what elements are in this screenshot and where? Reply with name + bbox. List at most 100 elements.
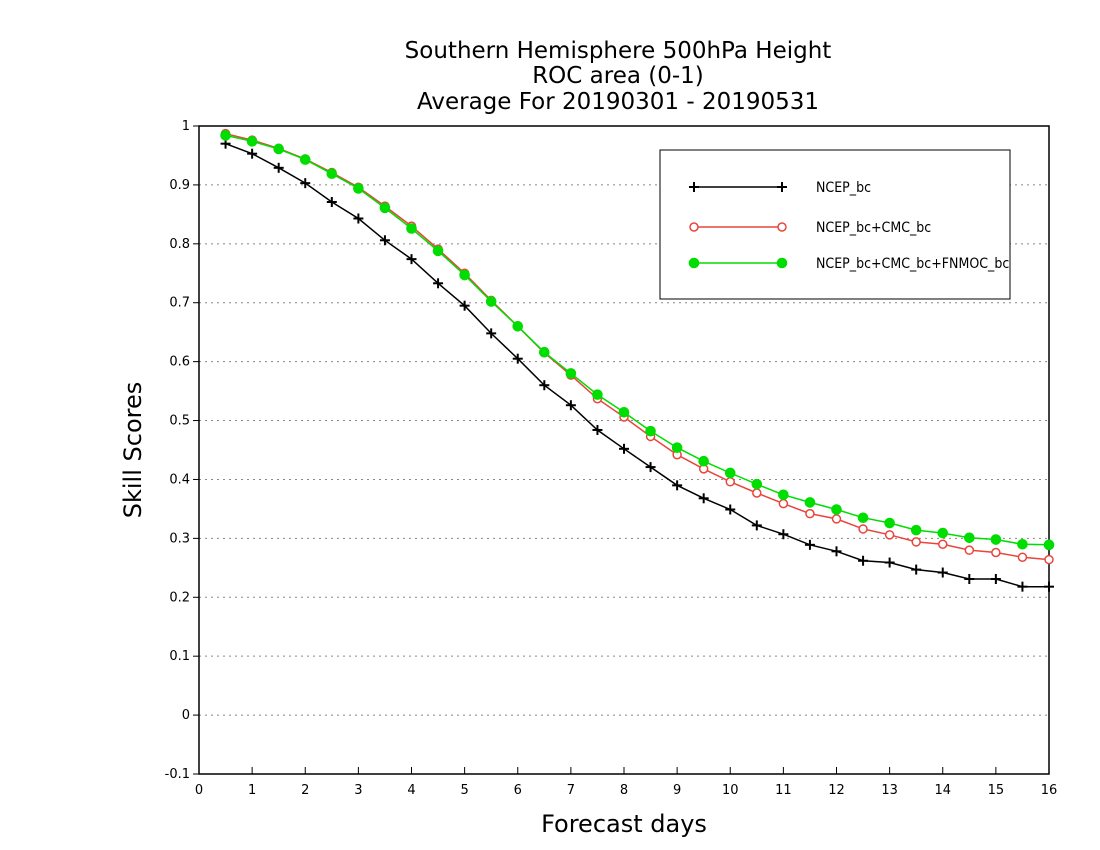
data-point xyxy=(618,406,630,418)
x-tick-label: 9 xyxy=(673,783,681,798)
data-point xyxy=(857,512,869,524)
x-tick-labels: 0 1 2 3 4 5 6 7 8 9 10 11 12 13 14 15 16 xyxy=(195,783,1057,798)
data-point xyxy=(805,508,815,519)
data-point xyxy=(326,168,338,180)
data-point xyxy=(698,493,709,504)
data-point xyxy=(539,346,550,358)
data-point xyxy=(645,462,656,473)
title-line-2: ROC area (0-1) xyxy=(532,63,704,89)
data-point xyxy=(565,400,576,411)
y-axis-label: Skill Scores xyxy=(119,382,147,519)
data-point xyxy=(379,235,390,246)
data-point xyxy=(858,555,869,566)
y-tick-label: 1 xyxy=(182,119,190,134)
data-point xyxy=(831,546,842,557)
data-point xyxy=(299,154,311,165)
x-tick-label: 6 xyxy=(514,783,522,798)
data-point xyxy=(831,514,842,524)
data-point xyxy=(326,196,337,207)
legend-marker xyxy=(688,257,700,269)
data-point xyxy=(884,557,895,568)
data-point xyxy=(619,443,629,454)
legend-entry: NCEP_bc+CMC_bc+FNMOC_bc xyxy=(688,256,1009,272)
data-point xyxy=(964,545,975,555)
data-point xyxy=(565,368,577,379)
data-point xyxy=(804,497,816,508)
legend-label: NCEP_bc xyxy=(816,180,871,196)
data-point xyxy=(406,254,417,265)
y-tick-label: 0 xyxy=(182,708,190,723)
data-point xyxy=(964,532,975,544)
legend-label: NCEP_bc+CMC_bc+FNMOC_bc xyxy=(816,256,1009,272)
data-point xyxy=(671,442,683,453)
data-point xyxy=(884,517,895,529)
legend-marker xyxy=(776,257,788,269)
y-tick-label: 0.5 xyxy=(169,414,190,429)
y-tick-labels: -0.1 0 0.1 0.2 0.3 0.4 0.5 0.6 0.7 0.8 0.9 1 xyxy=(165,119,190,782)
data-point xyxy=(858,524,868,534)
y-tick-label: 0.3 xyxy=(169,531,190,546)
series-NCEP_bc+CMC_bc+FNMOC_bc xyxy=(220,130,1055,551)
data-point xyxy=(990,534,1002,545)
data-point xyxy=(353,213,364,224)
x-tick-label: 8 xyxy=(620,783,628,798)
data-point xyxy=(911,537,921,547)
data-point xyxy=(353,183,364,194)
data-point xyxy=(1043,539,1055,551)
legend-entry: NCEP_bc+CMC_bc xyxy=(689,220,931,236)
x-tick-label: 1 xyxy=(248,783,256,798)
chart-title: Southern Hemisphere 500hPa Height ROC ar… xyxy=(405,38,832,115)
y-tick-label: 0.9 xyxy=(169,178,190,193)
x-tick-label: 16 xyxy=(1041,783,1058,798)
data-point xyxy=(937,527,949,539)
data-point xyxy=(592,424,603,435)
data-point xyxy=(884,530,895,540)
legend-entry: NCEP_bc xyxy=(689,180,871,196)
data-point xyxy=(990,574,1001,585)
data-point xyxy=(459,300,470,311)
y-tick-label: 0.1 xyxy=(169,649,190,664)
data-point xyxy=(432,245,444,257)
data-point xyxy=(592,389,603,400)
data-point xyxy=(273,143,284,155)
data-point xyxy=(778,529,789,540)
data-point xyxy=(645,425,656,437)
legend-box xyxy=(659,149,1011,300)
data-point xyxy=(964,574,975,585)
x-tick-label: 13 xyxy=(881,783,898,798)
data-point xyxy=(247,148,258,159)
legend-marker xyxy=(689,182,699,192)
data-point xyxy=(751,478,763,490)
data-point xyxy=(831,504,842,515)
y-tick-label: 0.2 xyxy=(169,590,190,605)
data-point xyxy=(672,480,683,491)
data-point xyxy=(459,269,470,281)
x-tick-label: 4 xyxy=(407,783,415,798)
data-point xyxy=(752,488,762,498)
data-point xyxy=(1017,538,1028,550)
title-line-1: Southern Hemisphere 500hPa Height xyxy=(405,38,832,64)
data-point xyxy=(911,564,922,575)
title-line-3: Average For 20190301 - 20190531 xyxy=(417,89,819,115)
x-tick-label: 3 xyxy=(354,783,362,798)
x-tick-label: 0 xyxy=(195,783,203,798)
series-NCEP_bc xyxy=(220,138,1054,592)
data-point xyxy=(379,202,391,214)
x-axis-label: Forecast days xyxy=(541,810,707,838)
x-tick-label: 15 xyxy=(988,783,1005,798)
y-tick-label: -0.1 xyxy=(165,767,190,782)
y-tick-label: 0.8 xyxy=(169,237,190,252)
x-tick-label: 14 xyxy=(934,783,951,798)
data-point xyxy=(406,223,417,234)
data-point xyxy=(1044,554,1054,565)
data-point xyxy=(300,178,311,189)
x-tick-label: 10 xyxy=(722,783,739,798)
data-point xyxy=(512,320,524,332)
data-point xyxy=(485,296,497,307)
x-tick-label: 5 xyxy=(460,783,468,798)
axis-ticks xyxy=(193,125,1050,775)
data-point xyxy=(778,489,789,501)
data-point xyxy=(1044,581,1054,592)
data-point xyxy=(273,162,284,173)
legend-marker xyxy=(777,182,787,192)
